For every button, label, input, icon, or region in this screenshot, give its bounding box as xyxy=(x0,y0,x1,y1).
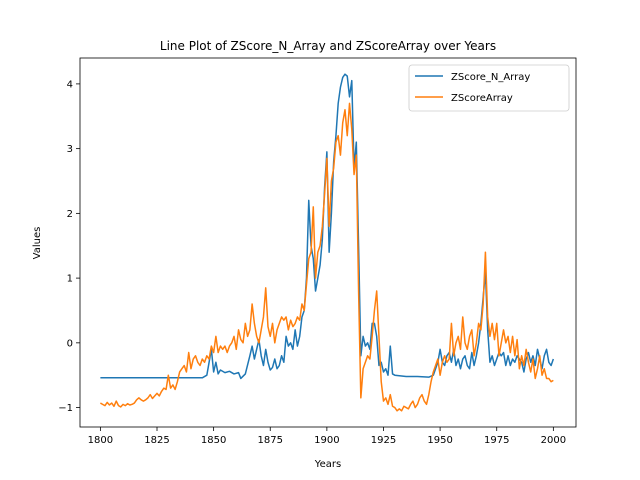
y-tick-label: −1 xyxy=(58,403,73,414)
x-axis-label: Years xyxy=(314,459,341,470)
plot-lines xyxy=(100,73,555,412)
chart-title: Line Plot of ZScore_N_Array and ZScoreAr… xyxy=(160,39,496,53)
y-axis-label: Values xyxy=(32,227,43,260)
x-tick-label: 1975 xyxy=(484,435,509,446)
x-tick-label: 1800 xyxy=(88,435,113,446)
y-tick-label: 1 xyxy=(67,274,73,285)
axes-frame xyxy=(79,57,577,428)
x-axis-ticks: 1800 1825 1850 1875 1900 1925 1950 1975 2000 xyxy=(88,427,566,446)
legend-label-2: ZScoreArray xyxy=(451,93,513,104)
y-tick-label: 3 xyxy=(67,144,73,155)
x-tick-label: 1850 xyxy=(201,435,226,446)
x-tick-label: 1825 xyxy=(144,435,169,446)
x-tick-label: 2000 xyxy=(541,435,566,446)
series-line-2 xyxy=(100,102,554,412)
x-tick-label: 1900 xyxy=(314,435,339,446)
y-tick-label: 2 xyxy=(67,209,73,220)
legend-label-1: ZScore_N_Array xyxy=(451,72,530,83)
y-tick-label: 4 xyxy=(67,79,73,90)
x-tick-label: 1875 xyxy=(258,435,283,446)
y-axis-ticks: −1 0 1 2 3 4 xyxy=(58,79,80,414)
legend-box xyxy=(408,64,570,112)
x-tick-label: 1950 xyxy=(427,435,452,446)
y-tick-label: 0 xyxy=(67,338,73,349)
x-tick-label: 1925 xyxy=(371,435,396,446)
legend: ZScore_N_Array ZScoreArray xyxy=(408,64,570,112)
